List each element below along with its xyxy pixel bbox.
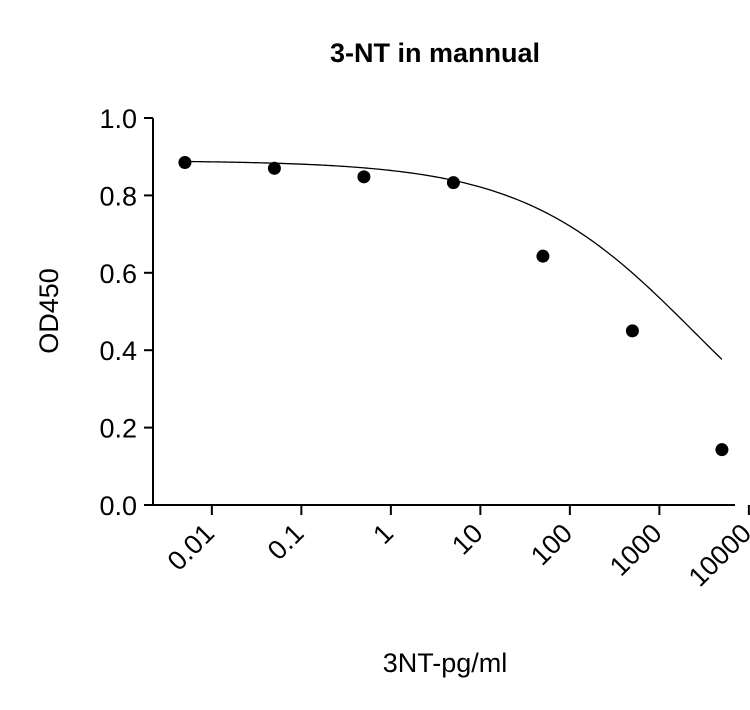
x-tick-label: 0.1 <box>262 518 310 566</box>
x-tick-label: 100 <box>525 518 578 571</box>
y-tick-label: 0.2 <box>99 414 137 444</box>
data-point <box>267 161 281 175</box>
x-ticks: 0.01 0.1 1 10 100 1000 10000 <box>162 505 750 592</box>
x-tick-label: 10 <box>446 518 488 560</box>
data-points <box>178 156 729 457</box>
data-point <box>446 176 460 190</box>
data-point <box>357 170 371 184</box>
data-point <box>178 156 192 170</box>
data-point <box>625 324 639 338</box>
x-tick-label: 0.01 <box>162 518 220 576</box>
y-tick-label: 0.6 <box>99 259 137 289</box>
y-tick-label: 0.0 <box>99 491 137 521</box>
y-tick-label: 0.4 <box>99 336 137 366</box>
chart-title: 3-NT in mannual <box>330 38 540 68</box>
data-point <box>715 443 729 457</box>
data-point <box>536 249 550 263</box>
fit-curve <box>184 160 723 360</box>
x-axis-label: 3NT-pg/ml <box>383 648 508 678</box>
x-tick-label: 1 <box>367 518 399 550</box>
x-tick-label: 10000 <box>683 518 750 592</box>
y-axis-label: OD450 <box>34 268 64 354</box>
y-tick-label: 1.0 <box>99 104 137 134</box>
y-ticks: 0.0 0.2 0.4 0.6 0.8 1.0 <box>99 104 153 521</box>
x-tick-label: 1000 <box>604 518 668 582</box>
y-tick-label: 0.8 <box>99 181 137 211</box>
